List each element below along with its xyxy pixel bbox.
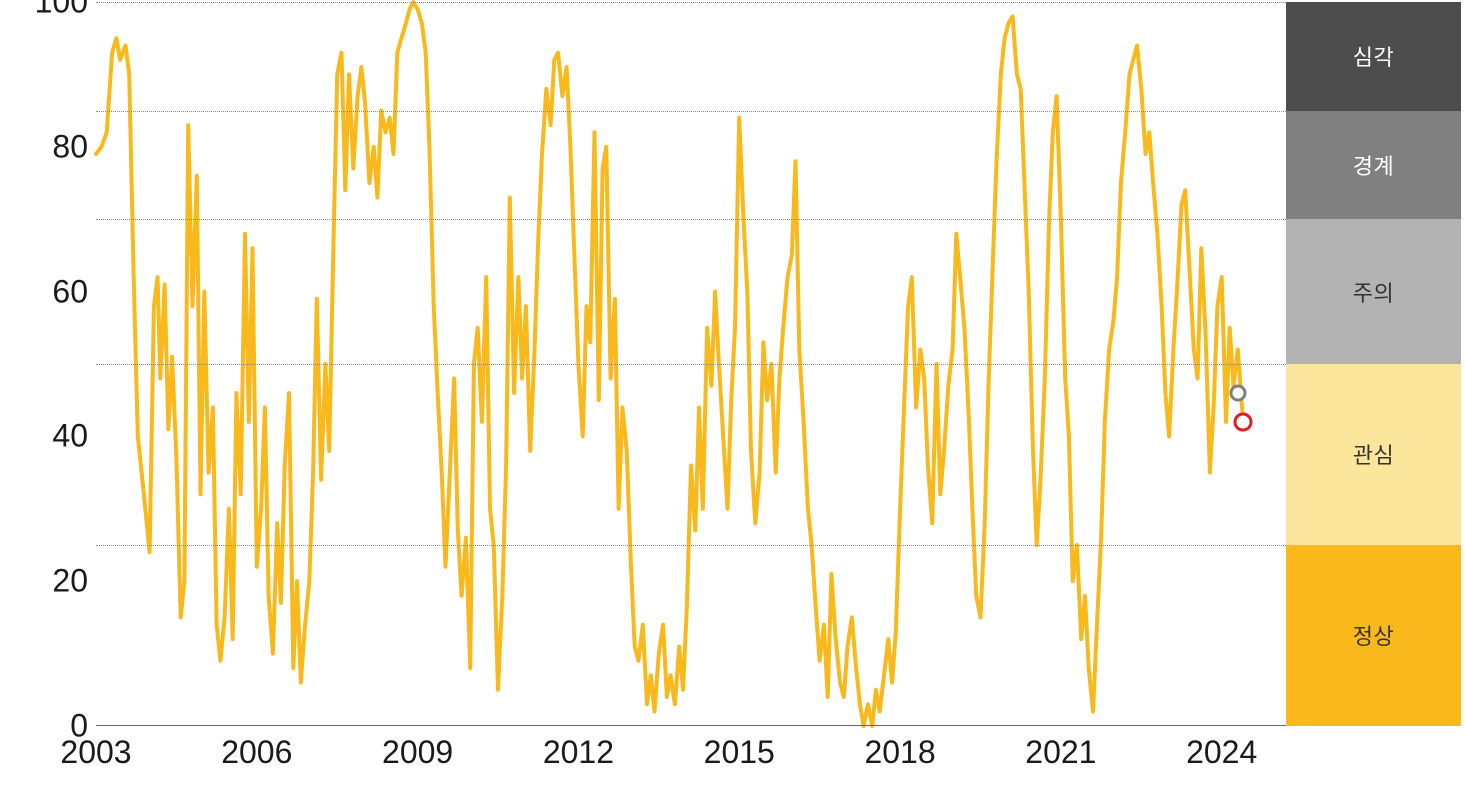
gridline — [96, 2, 1286, 3]
status-band: 심각 — [1286, 2, 1461, 111]
gridline — [96, 364, 1286, 365]
status-band: 주의 — [1286, 219, 1461, 364]
recent-marker-red — [1234, 412, 1253, 431]
x-tick-label: 2021 — [1025, 726, 1096, 771]
recent-marker-gray — [1229, 384, 1246, 401]
x-tick-label: 2009 — [382, 726, 453, 771]
x-tick-label: 2003 — [60, 726, 131, 771]
plot-area: 0204060801002003200620092012201520182021… — [96, 2, 1286, 726]
y-tick-label: 100 — [35, 0, 96, 21]
status-band: 관심 — [1286, 364, 1461, 545]
status-legend: 심각경계주의관심정상 — [1286, 2, 1461, 726]
x-tick-label: 2024 — [1186, 726, 1257, 771]
x-tick-label: 2018 — [864, 726, 935, 771]
status-band: 경계 — [1286, 111, 1461, 220]
y-tick-label: 40 — [52, 418, 96, 455]
y-tick-label: 80 — [52, 128, 96, 165]
gridline — [96, 111, 1286, 112]
chart-root: 0204060801002003200620092012201520182021… — [0, 0, 1465, 793]
x-tick-label: 2006 — [221, 726, 292, 771]
gridline — [96, 219, 1286, 220]
x-tick-label: 2012 — [543, 726, 614, 771]
gridline — [96, 545, 1286, 546]
y-tick-label: 20 — [52, 563, 96, 600]
y-tick-label: 60 — [52, 273, 96, 310]
x-tick-label: 2015 — [704, 726, 775, 771]
status-band: 정상 — [1286, 545, 1461, 726]
